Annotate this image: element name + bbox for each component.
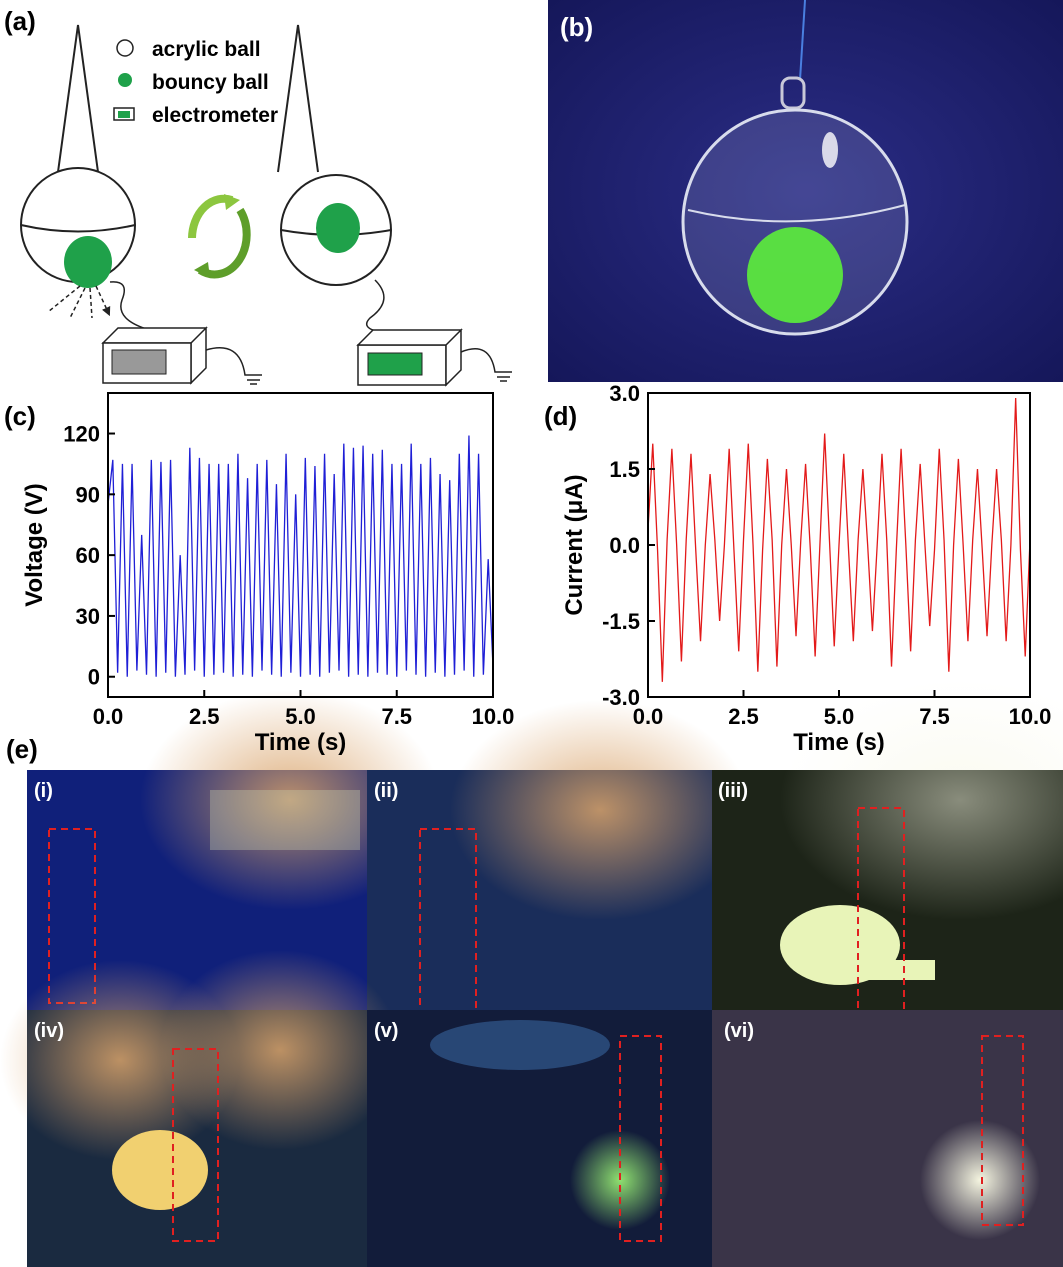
figure: (a) acrylic ball bouncy ball electromete… [0,0,1063,1267]
y-tick-label: 1.5 [609,457,640,482]
photo [367,1010,712,1267]
photo-b: (b) [548,0,1063,382]
x-tick-label: 2.5 [728,704,759,729]
photo [712,1010,1063,1267]
x-tick-label: 10.0 [472,704,515,729]
data-line [108,436,493,677]
y-axis-title: Voltage (V) [21,483,48,607]
x-tick-label: 5.0 [285,704,316,729]
x-tick-label: 10.0 [1009,704,1052,729]
panel-label: (d) [544,401,577,431]
y-tick-label: -3.0 [602,685,640,710]
photo-label: (i) [34,780,53,802]
y-tick-label: 0.0 [609,533,640,558]
y-tick-label: 60 [76,543,100,568]
legend-text: electrometer [152,104,278,127]
y-tick-label: 30 [76,604,100,629]
y-axis-title: Current (μA) [561,474,588,615]
panel-label: (e) [6,734,38,764]
y-tick-label: -1.5 [602,609,640,634]
legend-text: bouncy ball [152,71,269,94]
photo-grid: (i) (ii) (iii) (iv) (v) (vi) [0,680,1063,1267]
photo [367,700,750,1011]
y-tick-label: 3.0 [609,381,640,406]
photo-label: (vi) [724,1020,754,1042]
panel-label: (c) [4,401,36,431]
x-axis-title: Time (s) [255,729,347,756]
y-tick-label: 120 [63,422,100,447]
x-tick-label: 7.5 [381,704,412,729]
legend-text: acrylic ball [152,38,261,61]
photo-label: (iv) [34,1020,64,1042]
x-tick-label: 2.5 [189,704,220,729]
data-line [648,398,1030,682]
x-tick-label: 0.0 [93,704,124,729]
photo-label: (ii) [374,780,398,802]
photo [0,950,400,1267]
x-axis-title: Time (s) [793,729,885,756]
photo-label: (iii) [718,780,748,802]
x-tick-label: 5.0 [824,704,855,729]
y-tick-label: 0 [88,665,100,690]
x-tick-label: 7.5 [919,704,950,729]
y-tick-label: 90 [76,482,100,507]
panel-label: (b) [560,12,593,42]
schematic: (a) acrylic ball bouncy ball electromete… [4,6,512,385]
figure-svg: (a) acrylic ball bouncy ball electromete… [0,0,1063,1267]
photo [712,680,1063,1012]
panel-label: (a) [4,6,36,36]
photo-label: (v) [374,1020,398,1042]
